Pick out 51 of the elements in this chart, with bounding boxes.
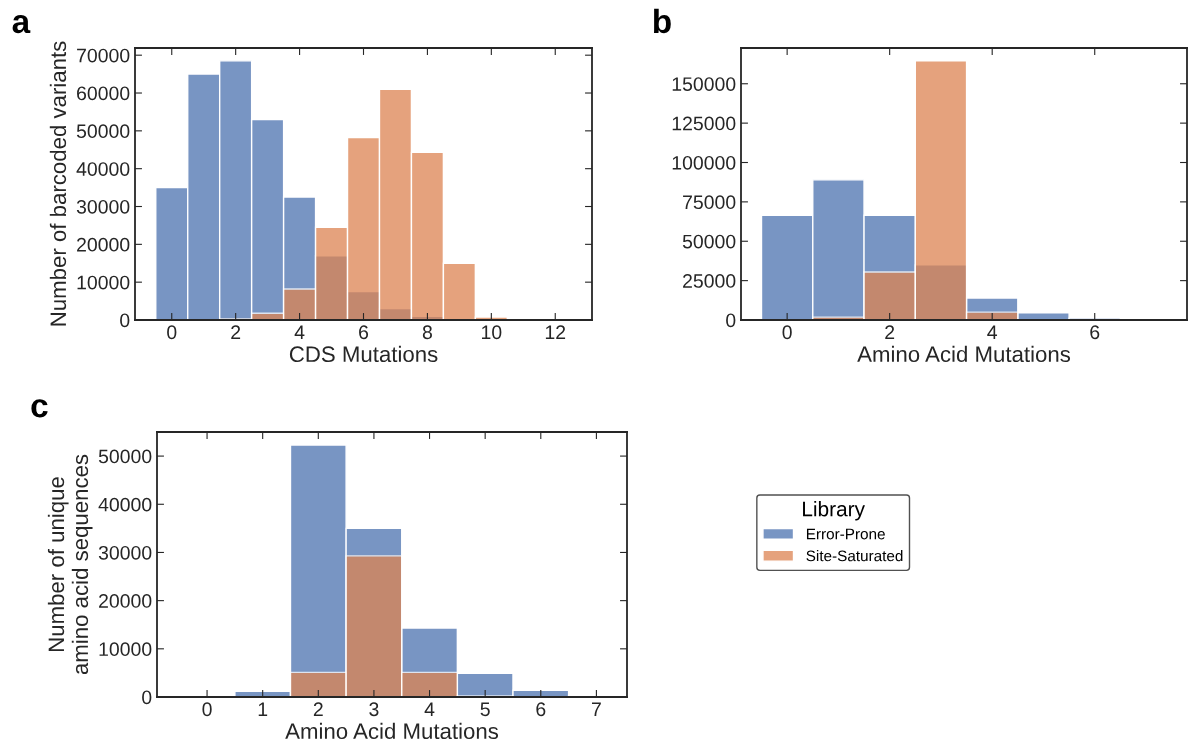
y-tick-label: 70000: [77, 48, 130, 63]
legend-title: Library: [803, 501, 865, 521]
x-tick-label: 0: [782, 325, 792, 340]
x-tick-label: 2: [885, 325, 895, 339]
x-axis-title: Amino Acid Mutations: [857, 345, 1071, 363]
y-tick-label: 10000: [77, 275, 130, 290]
y-tick-label: 0: [120, 313, 130, 328]
x-tick-label: 4: [987, 325, 998, 339]
x-tick-label: 1: [258, 702, 268, 716]
chart-title: b: [654, 8, 671, 34]
x-axis-title: Amino Acid Mutations: [285, 722, 499, 740]
chart-title: a: [12, 14, 31, 34]
x-tick-label: 0: [202, 702, 212, 717]
y-tick-label: 50000: [682, 234, 736, 249]
y-tick-label: 0: [142, 690, 152, 705]
x-tick-label: 2: [313, 702, 323, 716]
x-tick-label: 4: [424, 702, 435, 716]
legend-label: Error-Prone: [806, 528, 885, 540]
y-tick-label: 50000: [98, 449, 152, 464]
x-axis-title: CDS Mutations: [289, 345, 438, 363]
y-tick-label: 125000: [672, 116, 736, 131]
x-tick-label: 0: [167, 325, 177, 340]
x-tick-label: 5: [480, 702, 490, 717]
x-tick-label: 6: [1090, 325, 1100, 340]
y-tick-label: 20000: [99, 594, 152, 608]
x-tick-label: 3: [369, 702, 379, 717]
x-tick-label: 8: [422, 325, 432, 340]
y-tick-label: 25000: [683, 274, 736, 288]
x-tick-label: 2: [231, 325, 241, 339]
x-tick-label: 6: [536, 702, 546, 717]
y-tick-label: 10000: [99, 642, 152, 657]
y-axis-title: Number of barcoded variants: [49, 41, 67, 326]
y-tick-label: 20000: [77, 237, 130, 252]
y-axis-title: Number of unique amino acid sequences: [47, 454, 93, 675]
y-tick-label: 0: [726, 313, 736, 328]
y-tick-label: 100000: [672, 155, 736, 170]
y-tick-label: 50000: [76, 124, 130, 139]
x-tick-label: 4: [294, 325, 305, 339]
x-tick-label: 7: [592, 702, 601, 716]
y-tick-label: 75000: [683, 195, 736, 210]
y-tick-label: 150000: [672, 77, 736, 91]
x-tick-label: 6: [359, 325, 369, 340]
legend-label: Site-Saturated: [806, 550, 903, 562]
x-tick-label: 10: [482, 325, 502, 340]
y-tick-label: 60000: [77, 86, 130, 101]
chart-title: c: [31, 399, 48, 418]
y-tick-label: 40000: [76, 162, 130, 176]
y-tick-label: 30000: [98, 545, 152, 560]
y-tick-label: 30000: [76, 199, 130, 214]
y-tick-label: 40000: [98, 497, 152, 512]
x-tick-label: 12: [545, 325, 566, 339]
